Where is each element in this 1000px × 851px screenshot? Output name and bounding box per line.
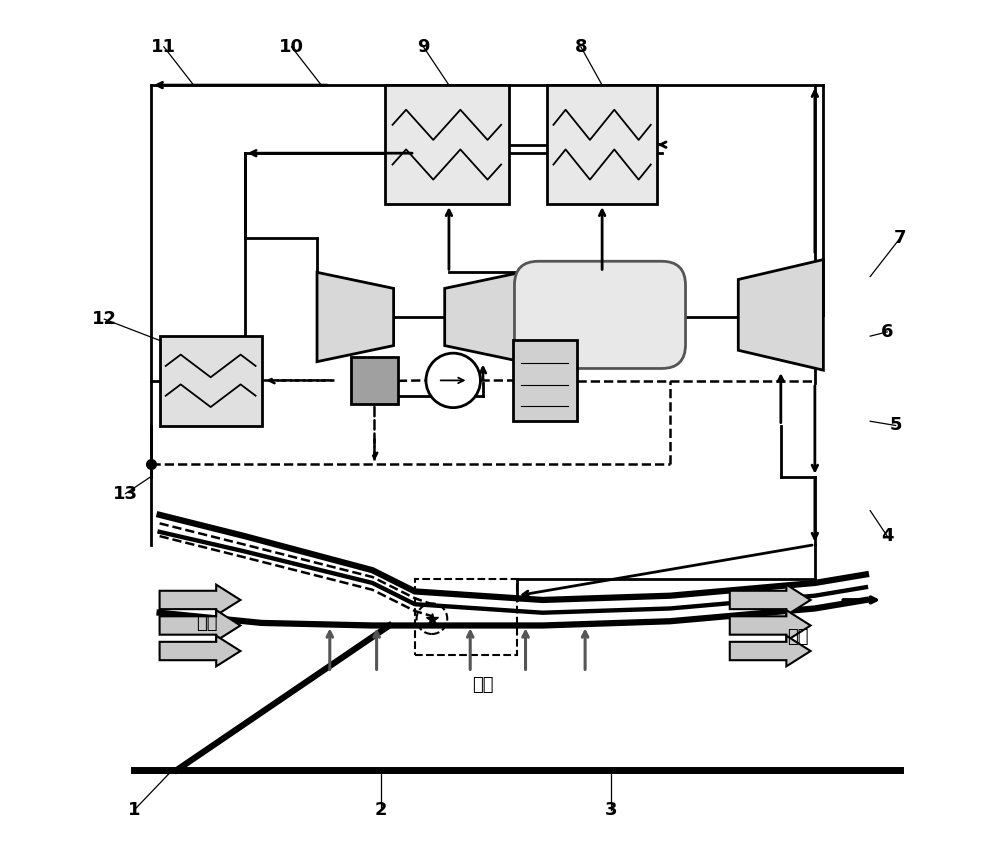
Text: 12: 12 <box>92 310 117 328</box>
Text: 6: 6 <box>881 323 893 341</box>
Polygon shape <box>730 585 811 615</box>
Polygon shape <box>730 636 811 666</box>
Text: 空气: 空气 <box>196 614 217 632</box>
Bar <box>547 85 657 204</box>
FancyBboxPatch shape <box>514 261 686 368</box>
Text: 2: 2 <box>375 801 387 820</box>
Polygon shape <box>738 260 823 370</box>
Bar <box>415 579 517 655</box>
Polygon shape <box>730 610 811 641</box>
Circle shape <box>426 353 480 408</box>
Text: 9: 9 <box>417 37 430 56</box>
Text: 燃气: 燃气 <box>787 627 809 646</box>
Polygon shape <box>160 636 240 666</box>
Text: 5: 5 <box>889 416 902 435</box>
Text: 13: 13 <box>113 484 138 503</box>
Text: 7: 7 <box>894 229 906 248</box>
Text: 11: 11 <box>151 37 176 56</box>
Polygon shape <box>317 272 394 362</box>
Bar <box>351 357 398 404</box>
Text: 4: 4 <box>881 527 893 545</box>
Text: 3: 3 <box>604 801 617 820</box>
Bar <box>513 340 577 421</box>
Polygon shape <box>160 585 240 615</box>
Text: 1: 1 <box>128 801 140 820</box>
Polygon shape <box>445 272 521 362</box>
Text: 8: 8 <box>575 37 587 56</box>
Bar <box>385 85 509 204</box>
Text: 10: 10 <box>279 37 304 56</box>
Text: 热流: 热流 <box>472 676 494 694</box>
Bar <box>160 336 262 426</box>
Polygon shape <box>160 610 240 641</box>
